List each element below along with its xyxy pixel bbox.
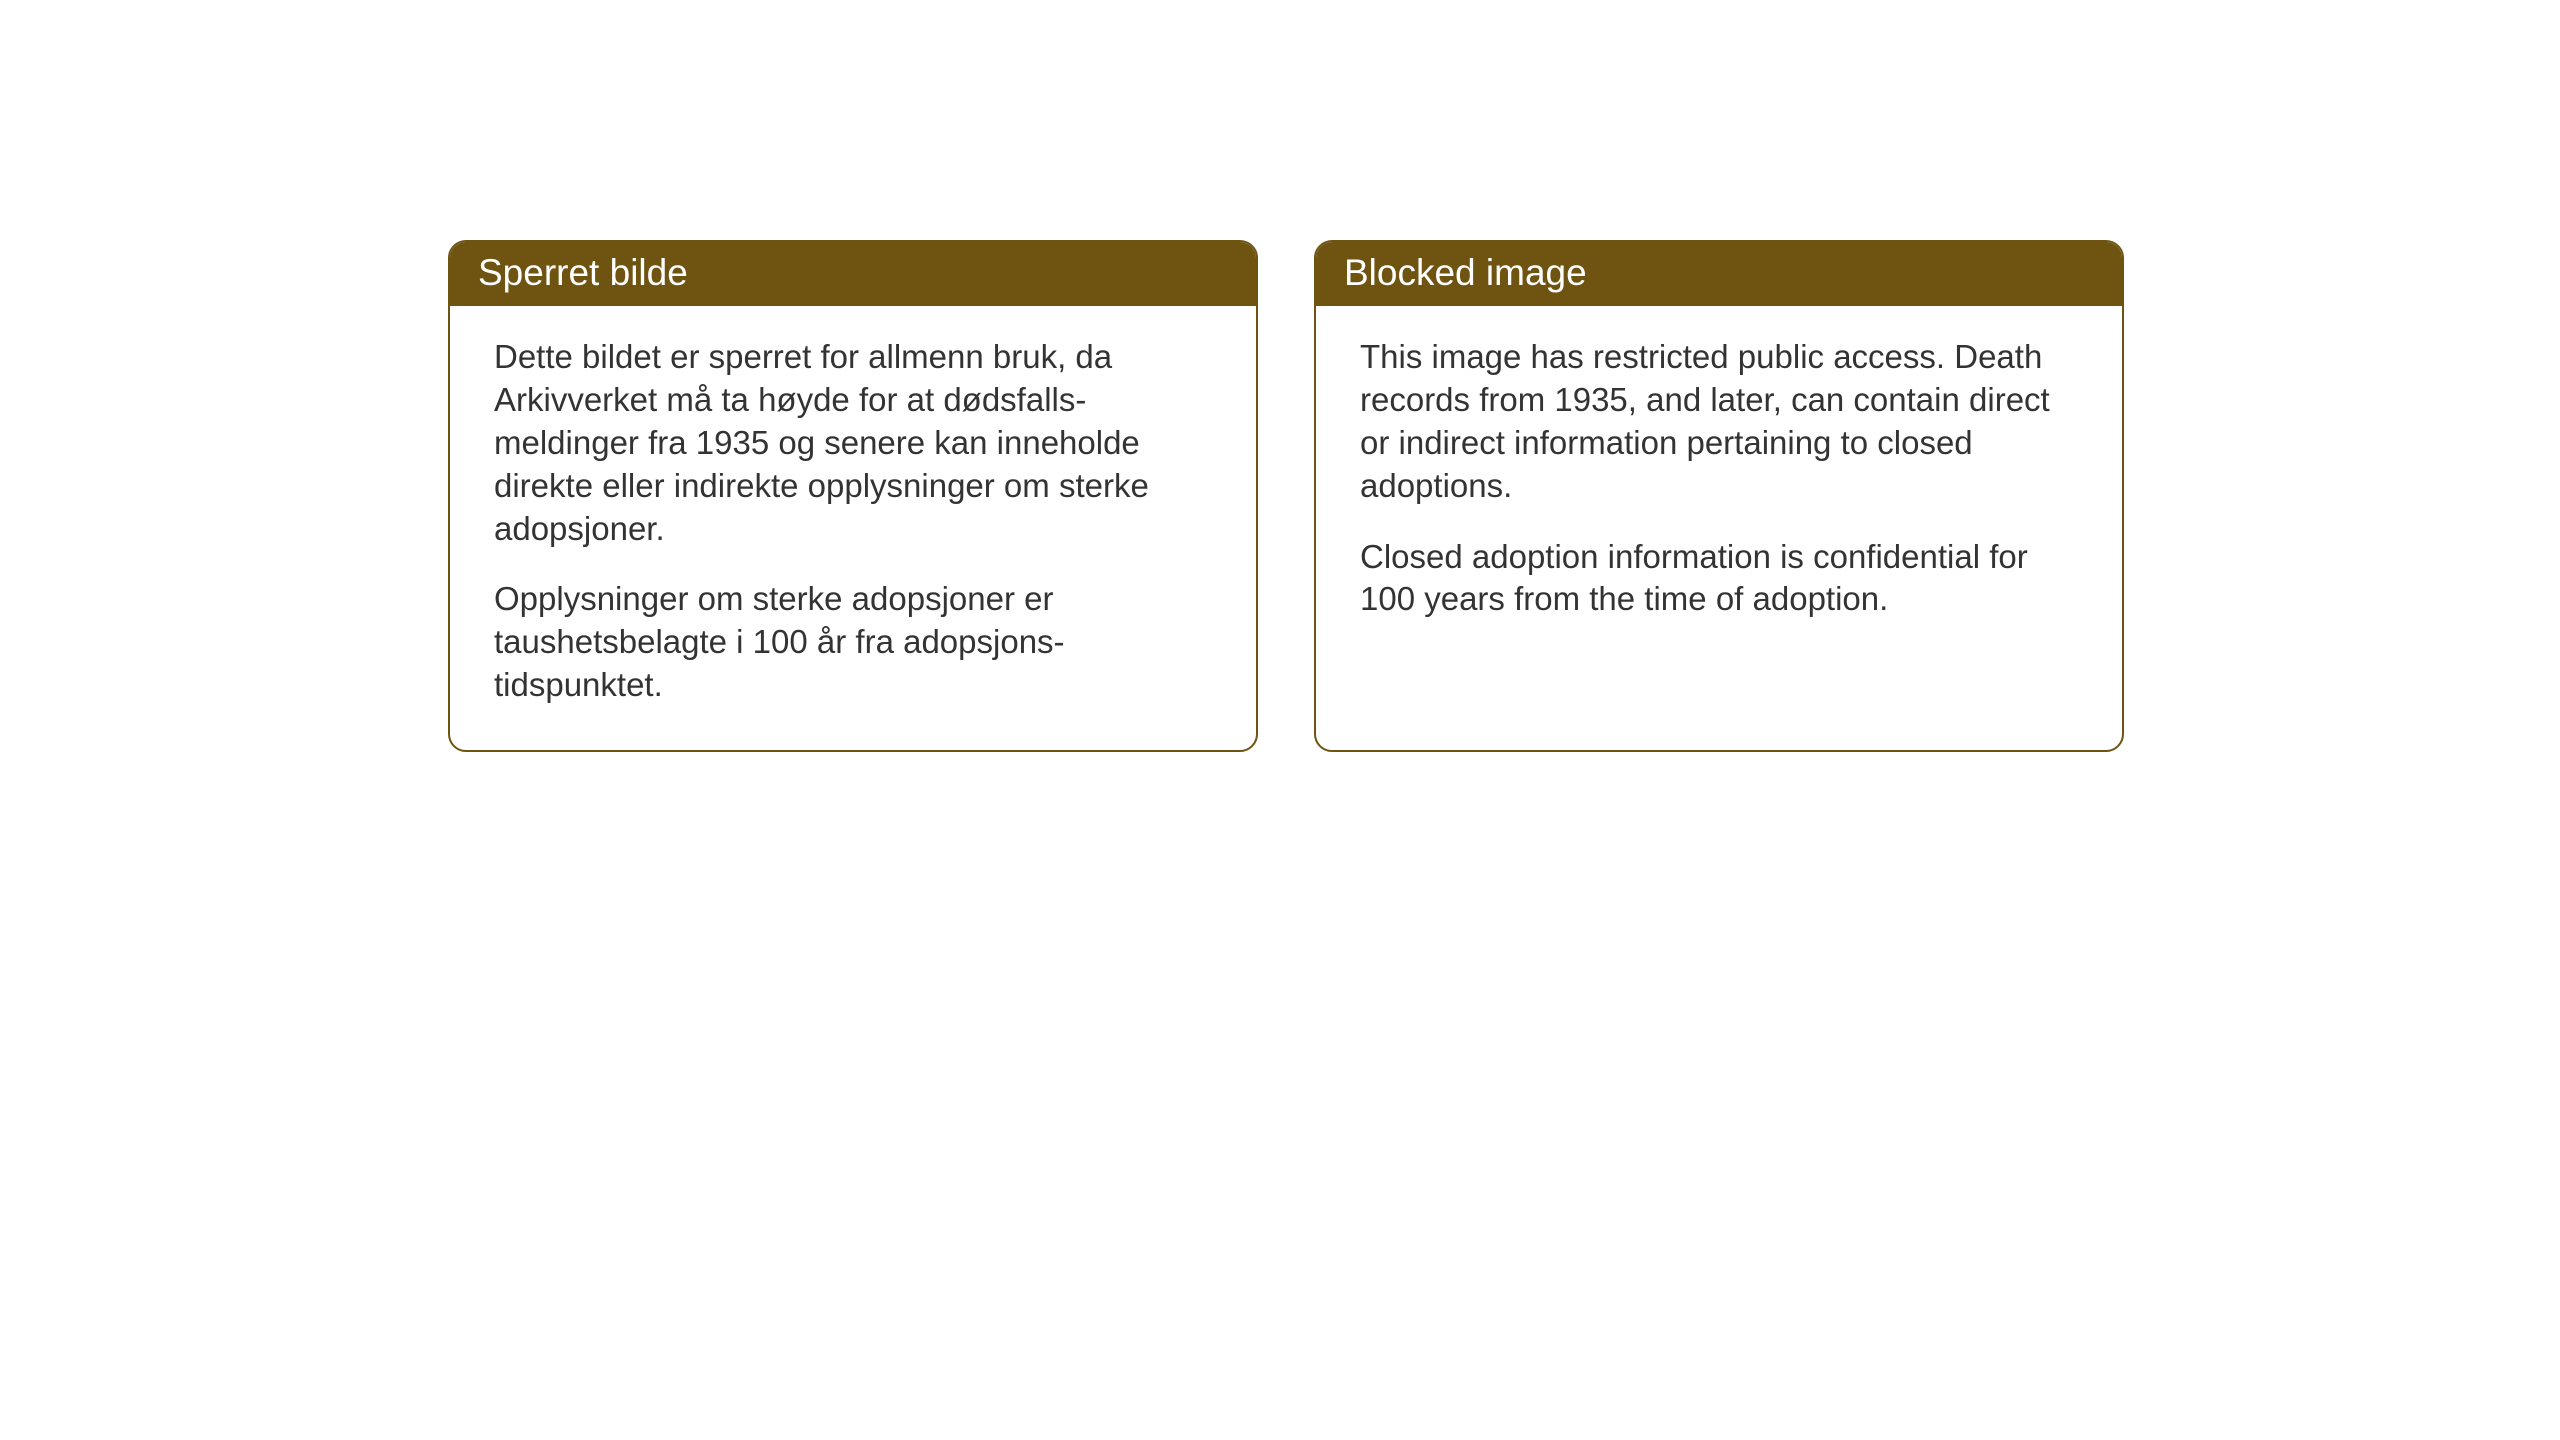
card-header-english: Blocked image <box>1316 242 2122 306</box>
notice-card-english: Blocked image This image has restricted … <box>1314 240 2124 752</box>
paragraph-1-english: This image has restricted public access.… <box>1360 336 2078 508</box>
card-title-english: Blocked image <box>1344 252 1587 293</box>
notice-card-norwegian: Sperret bilde Dette bildet er sperret fo… <box>448 240 1258 752</box>
paragraph-1-norwegian: Dette bildet er sperret for allmenn bruk… <box>494 336 1212 550</box>
card-title-norwegian: Sperret bilde <box>478 252 688 293</box>
paragraph-2-norwegian: Opplysninger om sterke adopsjoner er tau… <box>494 578 1212 707</box>
card-body-norwegian: Dette bildet er sperret for allmenn bruk… <box>450 306 1256 747</box>
notice-container: Sperret bilde Dette bildet er sperret fo… <box>448 240 2124 752</box>
card-header-norwegian: Sperret bilde <box>450 242 1256 306</box>
card-body-english: This image has restricted public access.… <box>1316 306 2122 661</box>
paragraph-2-english: Closed adoption information is confident… <box>1360 536 2078 622</box>
